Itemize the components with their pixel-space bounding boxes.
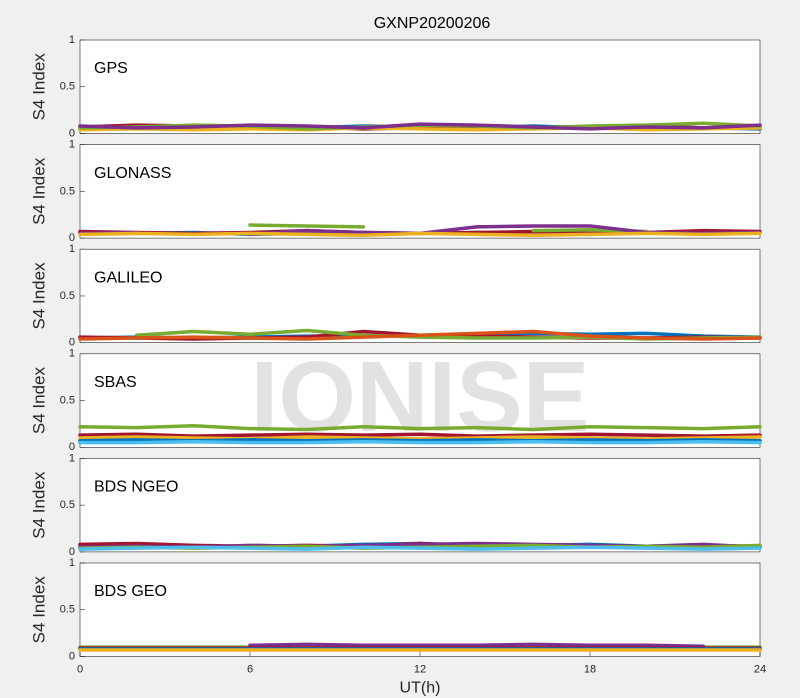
x-tick-label: 12 bbox=[414, 663, 426, 675]
y-tick-label: 0 bbox=[69, 441, 75, 453]
y-tick-label: 0.5 bbox=[60, 499, 75, 511]
y-tick-label: 0 bbox=[69, 127, 75, 139]
y-tick-label: 0 bbox=[69, 232, 75, 244]
data-line bbox=[78, 439, 762, 445]
axes-box bbox=[79, 353, 761, 448]
panel-label: BDS GEO bbox=[94, 583, 167, 600]
y-tick-label: 1 bbox=[69, 452, 75, 464]
axes-box bbox=[79, 562, 761, 657]
axes-box bbox=[79, 248, 761, 343]
x-tick-label: 0 bbox=[77, 663, 83, 675]
panel-label: SBAS bbox=[94, 374, 137, 391]
data-line bbox=[78, 126, 762, 132]
y-tick-label: 1 bbox=[69, 139, 75, 151]
data-line bbox=[78, 432, 762, 438]
data-line bbox=[78, 329, 762, 341]
y-tick-label: 0.5 bbox=[60, 604, 75, 616]
data-line bbox=[78, 545, 762, 551]
y-tick-label: 0 bbox=[69, 546, 75, 558]
plot-layer: 0 0.5 1 S4 Index GPS GXNP20200206 0 0.5 1 S4 Inde… bbox=[29, 15, 766, 697]
data-line bbox=[248, 642, 706, 648]
data-line bbox=[78, 122, 762, 131]
panel-label: BDS NGEO bbox=[94, 479, 178, 496]
y-axis-label: S4 Index bbox=[29, 471, 48, 539]
axes-backgrounds bbox=[79, 39, 761, 657]
y-axis-label: S4 Index bbox=[29, 262, 48, 330]
data-line bbox=[78, 231, 762, 238]
y-tick-label: 0.5 bbox=[60, 81, 75, 93]
data-line bbox=[78, 435, 762, 441]
y-tick-label: 1 bbox=[69, 243, 75, 255]
axes-box bbox=[79, 39, 761, 134]
y-tick-label: 1 bbox=[69, 557, 75, 569]
y-axis-label: S4 Index bbox=[29, 53, 48, 121]
x-tick-label: 24 bbox=[754, 663, 766, 675]
x-axis-label: UT(h) bbox=[400, 680, 441, 697]
y-tick-label: 0 bbox=[69, 337, 75, 349]
chart-title: GXNP20200206 bbox=[374, 15, 491, 32]
y-tick-label: 0.5 bbox=[60, 394, 75, 406]
y-axis-label: S4 Index bbox=[29, 576, 48, 644]
axes-box bbox=[79, 458, 761, 553]
panel-label: GPS bbox=[94, 60, 128, 77]
panel-label: GLONASS bbox=[94, 165, 171, 182]
x-tick-label: 6 bbox=[247, 663, 253, 675]
x-tick-label: 18 bbox=[584, 663, 596, 675]
y-tick-label: 1 bbox=[69, 34, 75, 46]
y-tick-label: 1 bbox=[69, 348, 75, 360]
panel-label: GALILEO bbox=[94, 269, 162, 286]
axes-box bbox=[79, 144, 761, 239]
y-axis-label: S4 Index bbox=[29, 157, 48, 225]
y-axis-label: S4 Index bbox=[29, 367, 48, 435]
y-tick-label: 0.5 bbox=[60, 290, 75, 302]
data-line bbox=[78, 424, 762, 432]
y-tick-label: 0.5 bbox=[60, 185, 75, 197]
y-tick-label: 0 bbox=[69, 650, 75, 662]
